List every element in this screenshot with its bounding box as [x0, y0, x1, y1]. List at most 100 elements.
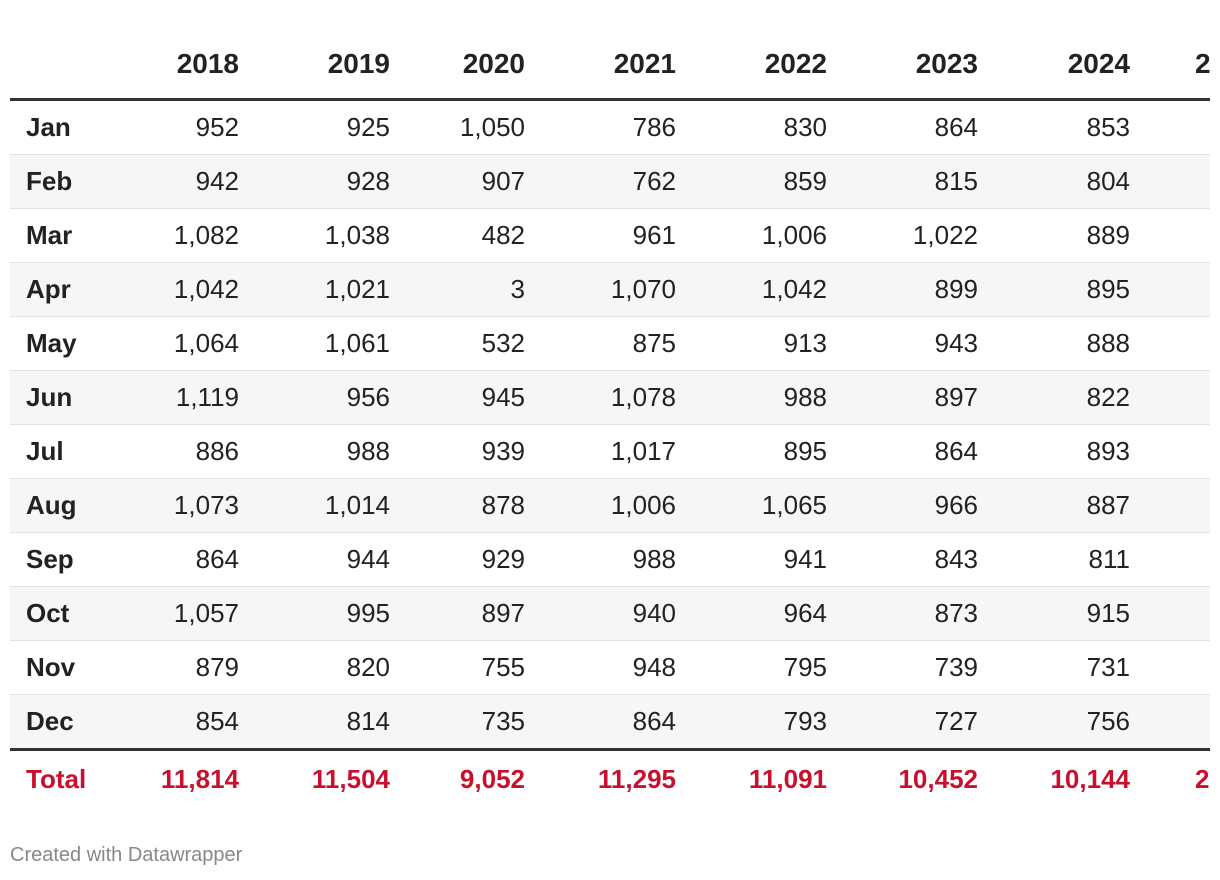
- table-cell: 988: [239, 424, 390, 479]
- column-header: 2020: [390, 30, 525, 101]
- column-header: 2021: [525, 30, 676, 101]
- table-cell: 995: [239, 586, 390, 641]
- table-cell: 875: [525, 316, 676, 371]
- table-body: Jan 952 925 1,050 786 830 864 853 Feb 942 928 907 76…: [10, 99, 1210, 808]
- table-cell: 886: [100, 424, 239, 479]
- table-row: Feb 942 928 907 762 859 815 804: [10, 154, 1210, 209]
- table-cell: 879: [100, 640, 239, 695]
- column-header: 2023: [827, 30, 978, 101]
- table-cell: 795: [676, 640, 827, 695]
- table-cell: 944: [239, 532, 390, 587]
- table-cell: 1,022: [827, 208, 978, 263]
- row-label: Jun: [10, 370, 100, 425]
- total-cell: 11,295: [597, 763, 676, 794]
- table-cell: 940: [525, 586, 676, 641]
- table-cell: 3: [390, 262, 525, 317]
- table-cell: 913: [676, 316, 827, 371]
- table-cell: [1130, 640, 1210, 695]
- table-row: Jul 886 988 939 1,017 895 864 893: [10, 424, 1210, 479]
- table-row: Jun 1,119 956 945 1,078 988 897 822: [10, 370, 1210, 425]
- row-label: Mar: [10, 208, 100, 263]
- table-cell: [1130, 154, 1210, 209]
- table-cell: 1,061: [239, 316, 390, 371]
- column-header: 2018: [100, 30, 239, 101]
- row-label: Aug: [10, 478, 100, 533]
- total-cell: 10,452: [898, 763, 978, 794]
- table-cell: 1,082: [100, 208, 239, 263]
- table-cell: 822: [978, 370, 1130, 425]
- total-cell: 11,091: [748, 763, 827, 794]
- header-cell: [10, 30, 100, 101]
- column-header: 2: [1130, 30, 1210, 101]
- table-cell: 888: [978, 316, 1130, 371]
- table-cell: [1130, 262, 1210, 317]
- table-cell: 735: [390, 694, 525, 751]
- table-cell: 755: [390, 640, 525, 695]
- row-label: Apr: [10, 262, 100, 317]
- table-cell: 1,014: [239, 478, 390, 533]
- row-label: Sep: [10, 532, 100, 587]
- table-cell: 864: [525, 694, 676, 751]
- table-cell: 1,006: [525, 478, 676, 533]
- table-cell: [1130, 208, 1210, 263]
- table-cell: 915: [978, 586, 1130, 641]
- table-cell: 1,042: [100, 262, 239, 317]
- row-label: May: [10, 316, 100, 371]
- table-cell: 532: [390, 316, 525, 371]
- total-cell: 11,504: [311, 763, 390, 794]
- column-header: 2024: [978, 30, 1130, 101]
- table-cell: 887: [978, 478, 1130, 533]
- table-cell: 843: [827, 532, 978, 587]
- table-container: 2018 2019 2020 2021 2022 2023 2024 2 Jan 952 925 1…: [10, 30, 1210, 807]
- table-cell: [1130, 99, 1210, 155]
- table-cell: [1130, 532, 1210, 587]
- footer: Created with Datawrapper: [10, 844, 243, 866]
- table-cell: 739: [827, 640, 978, 695]
- table-cell: 864: [827, 99, 978, 155]
- table-cell: 793: [676, 694, 827, 751]
- table-cell: 864: [827, 424, 978, 479]
- table-cell: 854: [100, 694, 239, 751]
- table-cell: 1,064: [100, 316, 239, 371]
- table-cell: 1,078: [525, 370, 676, 425]
- table-cell: 830: [676, 99, 827, 155]
- table-cell: 956: [239, 370, 390, 425]
- table-cell: 482: [390, 208, 525, 263]
- total-label: Total: [26, 763, 87, 794]
- table-cell: 1,042: [676, 262, 827, 317]
- total-row: Total 11,814 11,504 9,052 11,295 11,091 10,452…: [10, 750, 1210, 808]
- table-row: Apr 1,042 1,021 3 1,070 1,042 899 895: [10, 262, 1210, 317]
- total-cell: 9,052: [459, 763, 525, 794]
- table-row: Aug 1,073 1,014 878 1,006 1,065 966 887: [10, 478, 1210, 533]
- table-cell: 899: [827, 262, 978, 317]
- table-cell: 1,006: [676, 208, 827, 263]
- table-row: May 1,064 1,061 532 875 913 943 888: [10, 316, 1210, 371]
- row-label: Jul: [10, 424, 100, 479]
- table-cell: 815: [827, 154, 978, 209]
- table-cell: 878: [390, 478, 525, 533]
- table-cell: 1,119: [100, 370, 239, 425]
- table-cell: 928: [239, 154, 390, 209]
- table-cell: 1,017: [525, 424, 676, 479]
- table-cell: 814: [239, 694, 390, 751]
- table-row: Mar 1,082 1,038 482 961 1,006 1,022 889: [10, 208, 1210, 263]
- column-header: 2019: [239, 30, 390, 101]
- table-cell: [1130, 478, 1210, 533]
- total-cell: 10,144: [1050, 763, 1130, 794]
- table-cell: [1130, 694, 1210, 751]
- table-cell: 925: [239, 99, 390, 155]
- table-cell: 1,070: [525, 262, 676, 317]
- table-cell: 893: [978, 424, 1130, 479]
- row-label: Jan: [10, 99, 100, 155]
- table-cell: [1130, 586, 1210, 641]
- table-cell: 853: [978, 99, 1130, 155]
- header-row: 2018 2019 2020 2021 2022 2023 2024 2: [10, 30, 1210, 101]
- table-cell: 1,021: [239, 262, 390, 317]
- table-cell: 756: [978, 694, 1130, 751]
- table-cell: 966: [827, 478, 978, 533]
- total-cell: 2: [1195, 763, 1210, 794]
- table-cell: 820: [239, 640, 390, 695]
- table-cell: 939: [390, 424, 525, 479]
- table-cell: 889: [978, 208, 1130, 263]
- column-header: 2022: [676, 30, 827, 101]
